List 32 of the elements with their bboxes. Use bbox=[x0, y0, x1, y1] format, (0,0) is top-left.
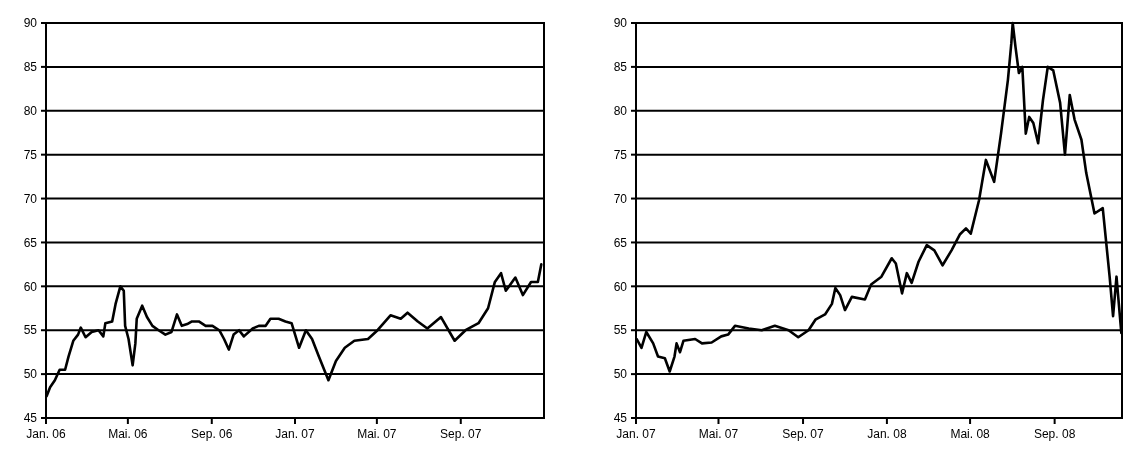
x-tick-label: Jan. 07 bbox=[616, 427, 656, 441]
y-tick-label: 65 bbox=[23, 235, 38, 250]
y-tick-label: 55 bbox=[613, 323, 628, 338]
y-tick-label: 60 bbox=[613, 279, 628, 294]
x-tick-label: Mai. 07 bbox=[357, 427, 397, 441]
x-tick-label: Sep. 06 bbox=[191, 427, 233, 441]
x-tick-label: Jan. 06 bbox=[26, 427, 66, 441]
x-tick-label: Jan. 07 bbox=[275, 427, 315, 441]
y-tick-label: 85 bbox=[23, 60, 38, 75]
y-tick-label: 55 bbox=[23, 323, 38, 338]
y-tick-label: 65 bbox=[613, 235, 628, 250]
y-tick-label: 60 bbox=[23, 279, 38, 294]
y-tick-label: 50 bbox=[23, 367, 38, 382]
y-tick-label: 45 bbox=[613, 411, 628, 426]
y-tick-label: 75 bbox=[613, 147, 628, 162]
y-tick-label: 90 bbox=[23, 16, 38, 31]
x-tick-label: Mai. 08 bbox=[950, 427, 991, 441]
x-tick-label: Mai. 07 bbox=[698, 427, 739, 441]
y-tick-label: 50 bbox=[613, 367, 628, 382]
x-tick-label: Sep. 07 bbox=[782, 427, 825, 441]
y-tick-label: 90 bbox=[613, 16, 628, 31]
y-tick-label: 75 bbox=[23, 147, 38, 162]
x-tick-label: Sep. 08 bbox=[1033, 427, 1076, 441]
y-tick-label: 80 bbox=[613, 103, 628, 118]
y-tick-label: 80 bbox=[23, 103, 38, 118]
x-tick-label: Jan. 08 bbox=[867, 427, 907, 441]
x-tick-label: Mai. 06 bbox=[108, 427, 148, 441]
y-tick-label: 70 bbox=[23, 191, 38, 206]
x-tick-label: Sep. 07 bbox=[440, 427, 482, 441]
y-tick-label: 70 bbox=[613, 191, 628, 206]
y-tick-label: 45 bbox=[23, 411, 38, 426]
y-tick-label: 85 bbox=[613, 60, 628, 75]
